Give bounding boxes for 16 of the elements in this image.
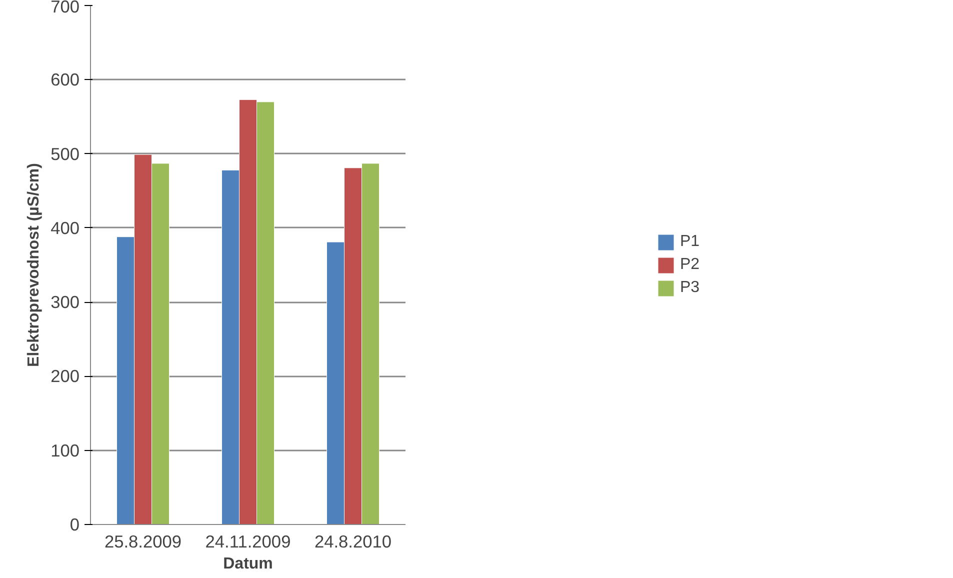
y-axis-title: Elektroprevodnost (µS/cm) <box>26 163 43 367</box>
y-tick-label: 100 <box>50 440 80 460</box>
x-tick-label: 25.8.2009 <box>104 532 182 552</box>
y-tick-label: 300 <box>50 292 80 312</box>
x-tick-label: 24.8.2010 <box>314 532 392 552</box>
legend-label: P3 <box>680 278 700 296</box>
x-tick-label: 24.11.2009 <box>205 532 291 552</box>
y-tick-label: 0 <box>70 514 80 534</box>
y-tick-label: 600 <box>50 70 80 90</box>
y-tick-label: 400 <box>50 218 80 238</box>
y-tick-label: 700 <box>50 0 80 16</box>
legend-label: P1 <box>680 232 700 250</box>
y-tick-label: 500 <box>50 144 80 164</box>
x-axis-title: Datum <box>223 556 273 572</box>
y-tick-label: 200 <box>50 366 80 386</box>
legend-label: P2 <box>680 256 700 274</box>
